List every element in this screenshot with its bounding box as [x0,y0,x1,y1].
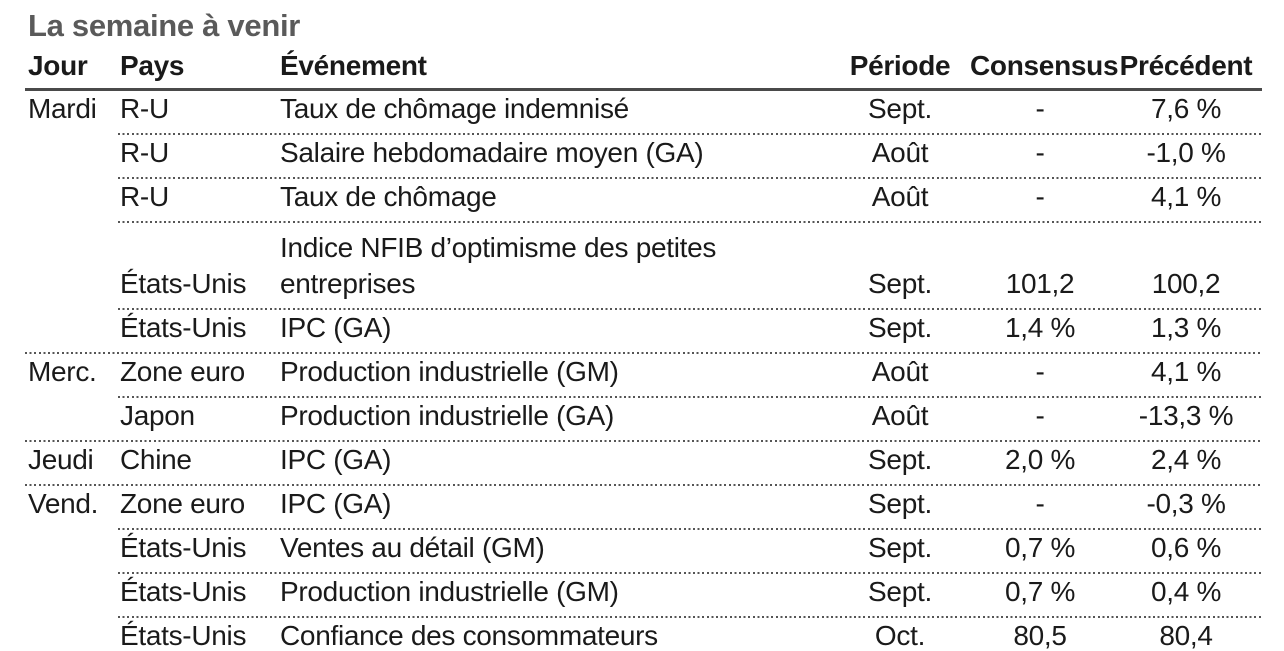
cell-event: IPC (GA) [280,312,392,343]
cell-previous: -13,3 % [1138,400,1234,431]
table-row: R-U Taux de chômage Août - 4,1 % [25,179,1262,221]
cell-period: Août [871,400,929,431]
table-row: États-Unis IPC (GA) Sept. 1,4 % 1,3 % [25,310,1262,352]
cell-previous: -1,0 % [1146,137,1226,168]
cell-previous: 4,1 % [1150,356,1222,387]
row-separator [118,616,1262,618]
table-body: Mardi R-U Taux de chômage indemnisé Sept… [25,91,1262,651]
cell-consensus: 0,7 % [1004,532,1076,563]
cell-consensus: 2,0 % [1004,444,1076,475]
cell-previous: 2,4 % [1150,444,1222,475]
cell-event: IPC (GA) [280,444,392,475]
cell-country: États-Unis [120,312,247,343]
cell-country: États-Unis [120,576,247,607]
cell-previous: 4,1 % [1150,181,1222,212]
cell-period: Août [871,181,929,212]
header-country: Pays [120,50,185,81]
cell-period: Sept. [868,444,932,475]
cell-event: Indice NFIB d’optimisme des petites entr… [280,232,717,299]
cell-event: Production industrielle (GM) [280,576,619,607]
cell-country: États-Unis [120,620,247,651]
cell-country: Zone euro [120,356,245,387]
header-consensus: Consensus [970,50,1119,81]
economic-calendar: La semaine à venir Jour Pays Événement P… [25,0,1262,651]
cell-country: R-U [120,137,169,168]
cell-event: Taux de chômage indemnisé [280,93,629,124]
row-separator [25,440,1262,442]
cell-country: Chine [120,444,192,475]
table-row: R-U Salaire hebdomadaire moyen (GA) Août… [25,135,1262,177]
table-row: Vend. Zone euro IPC (GA) Sept. - -0,3 % [25,486,1262,528]
cell-day: Vend. [28,488,99,519]
header-event: Événement [280,50,427,81]
cell-period: Sept. [868,93,932,124]
cell-country: Zone euro [120,488,245,519]
cell-previous: 100,2 [1151,268,1221,299]
cell-period: Sept. [868,312,932,343]
cell-event: Production industrielle (GA) [280,400,614,431]
table-row: États-Unis Production industrielle (GM) … [25,574,1262,616]
table-row: États-Unis Confiance des consommateurs O… [25,618,1262,651]
cell-previous: 80,4 [1159,620,1213,651]
row-separator [118,177,1262,179]
cell-day: Merc. [28,356,97,387]
cell-consensus: 0,7 % [1004,576,1076,607]
row-separator [118,308,1262,310]
table-row: Jeudi Chine IPC (GA) Sept. 2,0 % 2,4 % [25,442,1262,484]
table-row: Japon Production industrielle (GA) Août … [25,398,1262,440]
row-separator [25,484,1262,486]
cell-event: Confiance des consommateurs [280,620,658,651]
header-rule [25,88,1262,91]
cell-country: R-U [120,181,169,212]
cell-event: Taux de chômage [280,181,497,212]
cell-period: Oct. [874,620,926,651]
cell-consensus: - [1035,488,1045,519]
cell-consensus: - [1035,93,1045,124]
row-separator [118,221,1262,223]
cell-period: Sept. [868,576,932,607]
cell-consensus: - [1035,181,1045,212]
cell-consensus: 101,2 [1005,268,1075,299]
row-separator [25,352,1262,354]
cell-country: R-U [120,93,169,124]
row-separator [118,396,1262,398]
cell-consensus: - [1035,137,1045,168]
table-row: États-Unis Ventes au détail (GM) Sept. 0… [25,530,1262,572]
row-separator [118,133,1262,135]
cell-period: Août [871,356,929,387]
cell-period: Sept. [868,532,932,563]
cell-country: États-Unis [120,532,247,563]
cell-day: Jeudi [28,444,94,475]
cell-previous: -0,3 % [1146,488,1226,519]
header-previous: Précédent [1119,50,1253,81]
cell-previous: 0,6 % [1150,532,1222,563]
cell-event: IPC (GA) [280,488,392,519]
table-row: Merc. Zone euro Production industrielle … [25,354,1262,396]
row-separator [118,528,1262,530]
cell-consensus: 1,4 % [1004,312,1076,343]
table-row: Mardi R-U Taux de chômage indemnisé Sept… [25,91,1262,133]
table-row: États-Unis Indice NFIB d’optimisme des p… [25,223,1262,308]
cell-event: Salaire hebdomadaire moyen (GA) [280,137,704,168]
cell-day: Mardi [28,93,97,124]
cell-consensus: 80,5 [1013,620,1067,651]
cell-previous: 0,4 % [1150,576,1222,607]
cell-country: Japon [120,400,195,431]
cell-consensus: - [1035,356,1045,387]
header-day: Jour [28,50,88,81]
row-separator [118,572,1262,574]
cell-event: Ventes au détail (GM) [280,532,545,563]
cell-country: États-Unis [120,268,247,299]
table-header-row: Jour Pays Événement Période Consensus Pr… [25,46,1262,88]
cell-consensus: - [1035,400,1045,431]
cell-period: Sept. [868,488,932,519]
cell-previous: 7,6 % [1150,93,1222,124]
cell-period: Sept. [868,268,932,299]
cell-previous: 1,3 % [1150,312,1222,343]
header-period: Période [849,50,951,81]
cell-period: Août [871,137,929,168]
page-title: La semaine à venir [28,8,301,43]
cell-event: Production industrielle (GM) [280,356,619,387]
